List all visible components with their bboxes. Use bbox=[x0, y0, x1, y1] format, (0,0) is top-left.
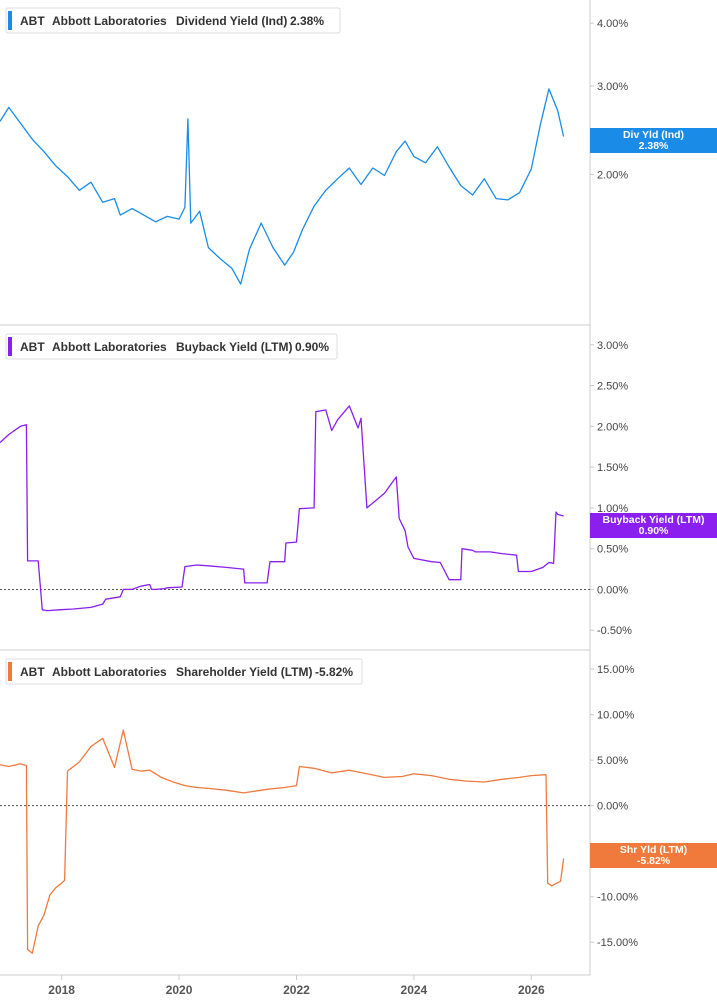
y-tick-label: 10.00% bbox=[597, 710, 635, 722]
y-tick-label: 4.00% bbox=[597, 18, 628, 30]
x-tick-label: 2026 bbox=[518, 983, 545, 997]
legend-metric: Dividend Yield (Ind) bbox=[176, 14, 287, 28]
legend-ticker: ABT bbox=[20, 665, 45, 679]
y-tick-label: 0.00% bbox=[597, 584, 628, 596]
value-badge: Buyback Yield (LTM)0.90% bbox=[590, 513, 717, 538]
y-tick-label: 0.00% bbox=[597, 801, 628, 813]
legend-value: -5.82% bbox=[315, 665, 353, 679]
y-tick-label: 15.00% bbox=[597, 664, 635, 676]
y-tick-label: 3.00% bbox=[597, 340, 628, 352]
y-tick-label: -15.00% bbox=[597, 937, 638, 949]
legend-metric: Buyback Yield (LTM) bbox=[176, 340, 292, 354]
x-tick-label: 2022 bbox=[283, 983, 310, 997]
series-line bbox=[0, 88, 565, 285]
y-tick-label: 0.50% bbox=[597, 544, 628, 556]
x-tick-label: 2020 bbox=[166, 983, 193, 997]
legend-value: 0.90% bbox=[295, 340, 329, 354]
legend-ticker: ABT bbox=[20, 14, 45, 28]
value-badge-bg bbox=[590, 843, 717, 868]
y-tick-label: -10.00% bbox=[597, 892, 638, 904]
chart-panel-2: 3.00% 2.50% 2.00% 1.50% 1.00% 0.50% 0.00% -0.50… bbox=[0, 333, 717, 637]
legend-color-swatch bbox=[8, 662, 12, 681]
y-tick-label: 2.00% bbox=[597, 421, 628, 433]
legend-color-swatch bbox=[8, 11, 12, 30]
value-badge-label: Buyback Yield (LTM) bbox=[603, 514, 705, 526]
value-badge-bg bbox=[590, 128, 717, 153]
chart-panel-3: 15.00%10.00%5.00%0.00%-5.00%-10.00%-15.0… bbox=[0, 658, 717, 954]
y-tick-label: -0.50% bbox=[597, 625, 632, 637]
y-tick-label: 2.00% bbox=[597, 169, 628, 181]
value-badge-label: Shr Yld (LTM) bbox=[620, 844, 687, 856]
chart-panel-1: 4.00% 3.00% 2.00% ABT Abbott Laboratories Div… bbox=[0, 7, 717, 285]
series-line bbox=[0, 405, 564, 612]
legend-color-swatch bbox=[8, 337, 12, 356]
legend-box bbox=[5, 333, 338, 360]
value-badge: Div Yld (Ind)2.38% bbox=[590, 128, 717, 153]
value-badge-value: -5.82% bbox=[637, 855, 671, 867]
y-tick-label: 1.50% bbox=[597, 462, 628, 474]
legend-ticker: ABT bbox=[20, 340, 45, 354]
legend-box bbox=[5, 658, 363, 685]
x-tick-label: 2024 bbox=[401, 983, 428, 997]
legend-company: Abbott Laboratories bbox=[52, 340, 167, 354]
legend-box bbox=[5, 7, 341, 34]
value-badge-bg bbox=[590, 513, 717, 538]
x-tick-label: 2018 bbox=[48, 983, 75, 997]
legend-company: Abbott Laboratories bbox=[52, 14, 167, 28]
value-badge-value: 0.90% bbox=[639, 525, 669, 537]
legend-company: Abbott Laboratories bbox=[52, 665, 167, 679]
value-badge: Shr Yld (LTM)-5.82% bbox=[590, 843, 717, 868]
value-badge-value: 2.38% bbox=[639, 140, 669, 152]
y-tick-label: 3.00% bbox=[597, 81, 628, 93]
legend-metric: Shareholder Yield (LTM) bbox=[176, 665, 312, 679]
y-tick-label: 2.50% bbox=[597, 381, 628, 393]
y-tick-label: 1.00% bbox=[597, 503, 628, 515]
series-line bbox=[0, 729, 565, 954]
legend: ABT Abbott Laboratories Dividend Yield (In… bbox=[5, 7, 341, 34]
legend: ABT Abbott Laboratories Shareholder Yield … bbox=[5, 658, 363, 685]
y-tick-label: 5.00% bbox=[597, 755, 628, 767]
value-badge-label: Div Yld (Ind) bbox=[623, 129, 684, 141]
legend: ABT Abbott Laboratories Buyback Yield (LTM… bbox=[5, 333, 338, 360]
legend-value: 2.38% bbox=[290, 14, 324, 28]
